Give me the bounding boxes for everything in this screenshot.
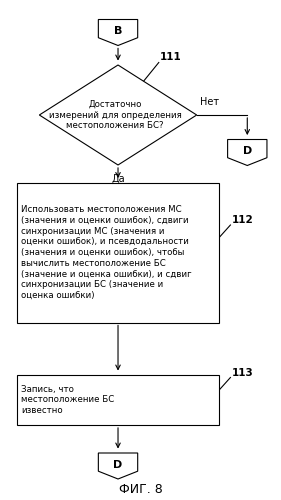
Text: 112: 112	[232, 215, 253, 225]
Text: Запись, что
местоположение БС
известно: Запись, что местоположение БС известно	[21, 385, 114, 415]
Text: D: D	[243, 146, 252, 156]
Polygon shape	[228, 140, 267, 166]
FancyBboxPatch shape	[17, 182, 219, 322]
Text: Достаточно
измерений для определения
местоположения БС?: Достаточно измерений для определения мес…	[49, 100, 182, 130]
Polygon shape	[98, 20, 138, 46]
Text: Нет: Нет	[200, 97, 219, 107]
Polygon shape	[39, 65, 197, 165]
Polygon shape	[98, 453, 138, 479]
Text: 113: 113	[232, 368, 253, 378]
Text: 111: 111	[160, 52, 182, 62]
Text: Да: Да	[111, 174, 125, 184]
Text: ФИГ. 8: ФИГ. 8	[119, 483, 162, 496]
Text: B: B	[114, 26, 122, 36]
FancyBboxPatch shape	[17, 375, 219, 425]
Text: D: D	[114, 460, 123, 469]
Text: Использовать местоположения МС
(значения и оценки ошибок), сдвиги
синхронизации : Использовать местоположения МС (значения…	[21, 205, 192, 300]
